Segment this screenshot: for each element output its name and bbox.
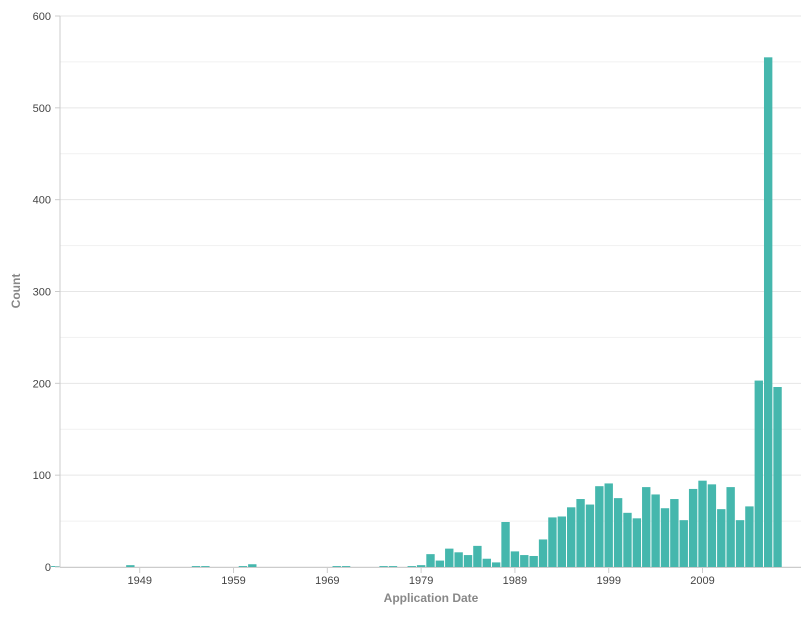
bar <box>754 380 763 567</box>
x-tick-label: 1979 <box>409 575 433 587</box>
x-axis-ticks: 1949 1959 1969 1979 1989 1999 2009 <box>127 567 715 587</box>
bar <box>642 487 651 567</box>
y-tick-label: 500 <box>33 103 51 115</box>
grid-lines <box>60 15 801 568</box>
bar <box>191 566 201 567</box>
bar <box>435 560 445 567</box>
bar <box>510 551 520 567</box>
bar <box>557 516 567 567</box>
y-tick-label: 300 <box>33 287 51 299</box>
bar <box>463 555 473 567</box>
bar <box>735 520 745 567</box>
x-tick-label: 1999 <box>596 575 620 587</box>
bar <box>407 566 416 567</box>
bar <box>604 483 613 567</box>
bar <box>623 512 632 567</box>
bar <box>379 566 388 567</box>
bar <box>632 518 642 567</box>
bar <box>717 509 726 567</box>
bar <box>726 487 735 567</box>
y-axis-ticks: 0 100 200 300 400 500 600 <box>33 11 60 574</box>
bar <box>248 564 257 567</box>
bar <box>763 57 773 567</box>
y-axis-title: Count <box>9 274 23 309</box>
bar <box>201 566 210 567</box>
x-tick-label: 2009 <box>690 575 714 587</box>
bar <box>585 504 595 567</box>
bar <box>548 517 557 567</box>
x-axis-title: Application Date <box>384 591 479 605</box>
y-tick-label: 100 <box>33 470 51 482</box>
bar <box>520 555 529 567</box>
bar <box>698 480 707 567</box>
x-tick-label: 1989 <box>503 575 527 587</box>
bar <box>538 539 548 567</box>
bar <box>341 566 351 567</box>
bar <box>332 566 341 567</box>
bar <box>595 486 604 567</box>
bar <box>567 507 576 567</box>
bar <box>679 520 688 567</box>
y-tick-label: 600 <box>33 11 51 23</box>
bar <box>445 548 454 567</box>
bar <box>473 545 482 567</box>
bar <box>416 565 426 567</box>
bar <box>529 555 538 567</box>
bar <box>613 498 623 567</box>
bar <box>126 565 135 567</box>
y-tick-label: 200 <box>33 378 51 390</box>
bar <box>388 566 398 567</box>
bar <box>745 506 754 567</box>
bar <box>482 558 491 567</box>
bar <box>238 566 248 567</box>
bar <box>454 552 463 567</box>
bar <box>426 554 435 567</box>
y-tick-label: 0 <box>45 562 51 574</box>
x-tick-label: 1969 <box>315 575 339 587</box>
bar <box>501 522 510 567</box>
x-tick-label: 1949 <box>127 575 151 587</box>
y-tick-label: 400 <box>33 195 51 207</box>
bar <box>670 499 679 567</box>
bar <box>688 488 698 567</box>
bar <box>576 499 585 567</box>
bar <box>660 508 670 567</box>
bar <box>773 387 782 567</box>
bar <box>707 484 717 567</box>
bar <box>651 494 660 567</box>
bar <box>491 562 501 567</box>
bars <box>51 57 782 567</box>
x-tick-label: 1959 <box>221 575 245 587</box>
